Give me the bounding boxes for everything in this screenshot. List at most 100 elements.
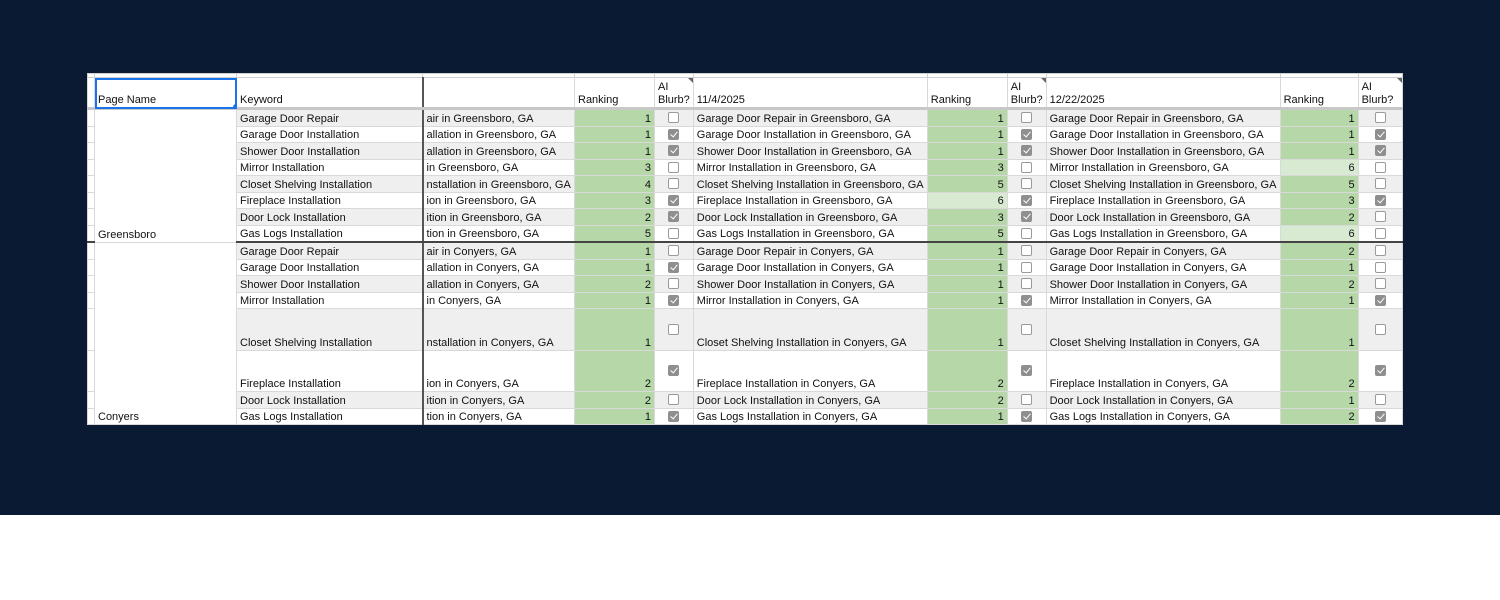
checkbox-unchecked-icon[interactable] — [1374, 261, 1386, 273]
title-cell-12-22[interactable]: Closet Shelving Installation in Greensbo… — [1045, 175, 1281, 193]
checkbox-unchecked-icon[interactable] — [1021, 178, 1033, 190]
ranking-cell[interactable]: 1 — [574, 108, 655, 127]
ranking-cell[interactable]: 1 — [1279, 258, 1359, 276]
title-cell-12-22[interactable]: Fireplace Installation in Greensboro, GA — [1045, 191, 1281, 209]
title-cell-12-22[interactable]: Gas Logs Installation in Greensboro, GA — [1045, 224, 1281, 243]
ranking-cell[interactable]: 6 — [1279, 224, 1359, 243]
ranking-cell[interactable]: 1 — [574, 125, 655, 143]
url-title-cell[interactable]: tion in Conyers, GA — [422, 407, 575, 425]
checkbox-checked-icon[interactable] — [1374, 410, 1386, 422]
keyword-cell[interactable]: Mirror Installation — [236, 291, 424, 309]
title-cell-12-22[interactable]: Door Lock Installation in Conyers, GA — [1045, 391, 1281, 409]
header-ai-blurb-3[interactable]: AI Blurb? — [1357, 77, 1403, 110]
checkbox-checked-icon[interactable] — [1021, 410, 1033, 422]
page-name-cell[interactable]: Greensboro — [94, 108, 237, 243]
ranking-cell[interactable]: 2 — [1279, 275, 1359, 293]
ranking-cell[interactable]: 1 — [1279, 125, 1359, 143]
title-cell-11-4[interactable]: Fireplace Installation in Greensboro, GA — [692, 191, 928, 209]
checkbox-unchecked-icon[interactable] — [668, 161, 680, 173]
ranking-cell[interactable]: 1 — [926, 241, 1008, 260]
ranking-cell[interactable]: 2 — [574, 208, 655, 226]
ai-blurb-checkbox[interactable] — [1006, 175, 1047, 193]
ranking-cell[interactable]: 2 — [926, 349, 1008, 392]
title-cell-12-22[interactable]: Mirror Installation in Conyers, GA — [1045, 291, 1281, 309]
url-title-cell[interactable]: ion in Conyers, GA — [422, 349, 575, 392]
ai-blurb-checkbox[interactable] — [1357, 391, 1403, 409]
url-title-cell[interactable]: in Conyers, GA — [422, 291, 575, 309]
title-cell-12-22[interactable]: Garage Door Repair in Greensboro, GA — [1045, 108, 1281, 127]
url-title-cell[interactable]: air in Greensboro, GA — [422, 108, 575, 127]
checkbox-checked-icon[interactable] — [1021, 145, 1033, 157]
checkbox-checked-icon[interactable] — [668, 261, 680, 273]
checkbox-unchecked-icon[interactable] — [668, 394, 680, 406]
ranking-cell[interactable]: 3 — [1279, 191, 1359, 209]
ai-blurb-checkbox[interactable] — [1006, 308, 1047, 351]
ai-blurb-checkbox[interactable] — [1357, 208, 1403, 226]
ai-blurb-checkbox[interactable] — [654, 275, 694, 293]
url-title-cell[interactable]: allation in Greensboro, GA — [422, 125, 575, 143]
ranking-cell[interactable]: 1 — [926, 142, 1008, 160]
ai-blurb-checkbox[interactable] — [654, 108, 694, 127]
title-cell-12-22[interactable]: Closet Shelving Installation in Conyers,… — [1045, 308, 1281, 351]
title-cell-11-4[interactable]: Closet Shelving Installation in Conyers,… — [692, 308, 928, 351]
checkbox-unchecked-icon[interactable] — [1021, 227, 1033, 239]
title-cell-11-4[interactable]: Garage Door Repair in Conyers, GA — [692, 241, 928, 260]
url-title-cell[interactable]: nstallation in Greensboro, GA — [422, 175, 575, 193]
title-cell-11-4[interactable]: Mirror Installation in Conyers, GA — [692, 291, 928, 309]
ranking-cell[interactable]: 1 — [1279, 308, 1359, 351]
ranking-cell[interactable]: 2 — [574, 391, 655, 409]
ai-blurb-checkbox[interactable] — [654, 291, 694, 309]
checkbox-checked-icon[interactable] — [668, 294, 680, 306]
keyword-cell[interactable]: Garage Door Installation — [236, 258, 424, 276]
url-title-cell[interactable]: ition in Greensboro, GA — [422, 208, 575, 226]
ai-blurb-checkbox[interactable] — [1006, 241, 1047, 260]
keyword-cell[interactable]: Garage Door Repair — [236, 108, 424, 127]
checkbox-unchecked-icon[interactable] — [1021, 112, 1033, 124]
ranking-cell[interactable]: 2 — [1279, 241, 1359, 260]
checkbox-checked-icon[interactable] — [1374, 194, 1386, 206]
checkbox-unchecked-icon[interactable] — [668, 323, 680, 335]
checkbox-unchecked-icon[interactable] — [1374, 161, 1386, 173]
ranking-cell[interactable]: 3 — [926, 158, 1008, 176]
ai-blurb-checkbox[interactable] — [654, 349, 694, 392]
ai-blurb-checkbox[interactable] — [1006, 142, 1047, 160]
ranking-cell[interactable]: 1 — [574, 291, 655, 309]
ai-blurb-checkbox[interactable] — [654, 175, 694, 193]
spreadsheet-grid[interactable]: Page Name Keyword Ranking AI Blurb? 11/4… — [87, 73, 1403, 425]
ai-blurb-checkbox[interactable] — [654, 158, 694, 176]
title-cell-11-4[interactable]: Fireplace Installation in Conyers, GA — [692, 349, 928, 392]
ranking-cell[interactable]: 3 — [926, 208, 1008, 226]
checkbox-checked-icon[interactable] — [1021, 294, 1033, 306]
header-keyword[interactable]: Keyword — [236, 77, 424, 110]
title-cell-12-22[interactable]: Garage Door Installation in Greensboro, … — [1045, 125, 1281, 143]
title-cell-11-4[interactable]: Door Lock Installation in Conyers, GA — [692, 391, 928, 409]
checkbox-unchecked-icon[interactable] — [1374, 112, 1386, 124]
header-ai-blurb-1[interactable]: AI Blurb? — [654, 77, 694, 110]
header-ranking-3[interactable]: Ranking — [1279, 77, 1359, 110]
title-cell-11-4[interactable]: Door Lock Installation in Greensboro, GA — [692, 208, 928, 226]
checkbox-checked-icon[interactable] — [1021, 128, 1033, 140]
ranking-cell[interactable]: 1 — [926, 308, 1008, 351]
checkbox-unchecked-icon[interactable] — [1374, 227, 1386, 239]
keyword-cell[interactable]: Garage Door Installation — [236, 125, 424, 143]
title-cell-11-4[interactable]: Shower Door Installation in Greensboro, … — [692, 142, 928, 160]
ai-blurb-checkbox[interactable] — [1006, 208, 1047, 226]
title-cell-12-22[interactable]: Shower Door Installation in Conyers, GA — [1045, 275, 1281, 293]
ai-blurb-checkbox[interactable] — [654, 191, 694, 209]
ai-blurb-checkbox[interactable] — [1006, 125, 1047, 143]
checkbox-unchecked-icon[interactable] — [1021, 323, 1033, 335]
url-title-cell[interactable]: ition in Conyers, GA — [422, 391, 575, 409]
title-cell-11-4[interactable]: Closet Shelving Installation in Greensbo… — [692, 175, 928, 193]
keyword-cell[interactable]: Gas Logs Installation — [236, 407, 424, 425]
checkbox-unchecked-icon[interactable] — [1021, 245, 1033, 257]
ai-blurb-checkbox[interactable] — [1357, 125, 1403, 143]
ai-blurb-checkbox[interactable] — [654, 258, 694, 276]
ranking-cell[interactable]: 1 — [926, 108, 1008, 127]
title-cell-11-4[interactable]: Garage Door Installation in Conyers, GA — [692, 258, 928, 276]
ai-blurb-checkbox[interactable] — [1357, 142, 1403, 160]
url-title-cell[interactable]: tion in Greensboro, GA — [422, 224, 575, 243]
page-name-cell[interactable]: Conyers — [94, 241, 237, 425]
checkbox-checked-icon[interactable] — [668, 410, 680, 422]
keyword-cell[interactable]: Gas Logs Installation — [236, 224, 424, 243]
ai-blurb-checkbox[interactable] — [1006, 224, 1047, 243]
